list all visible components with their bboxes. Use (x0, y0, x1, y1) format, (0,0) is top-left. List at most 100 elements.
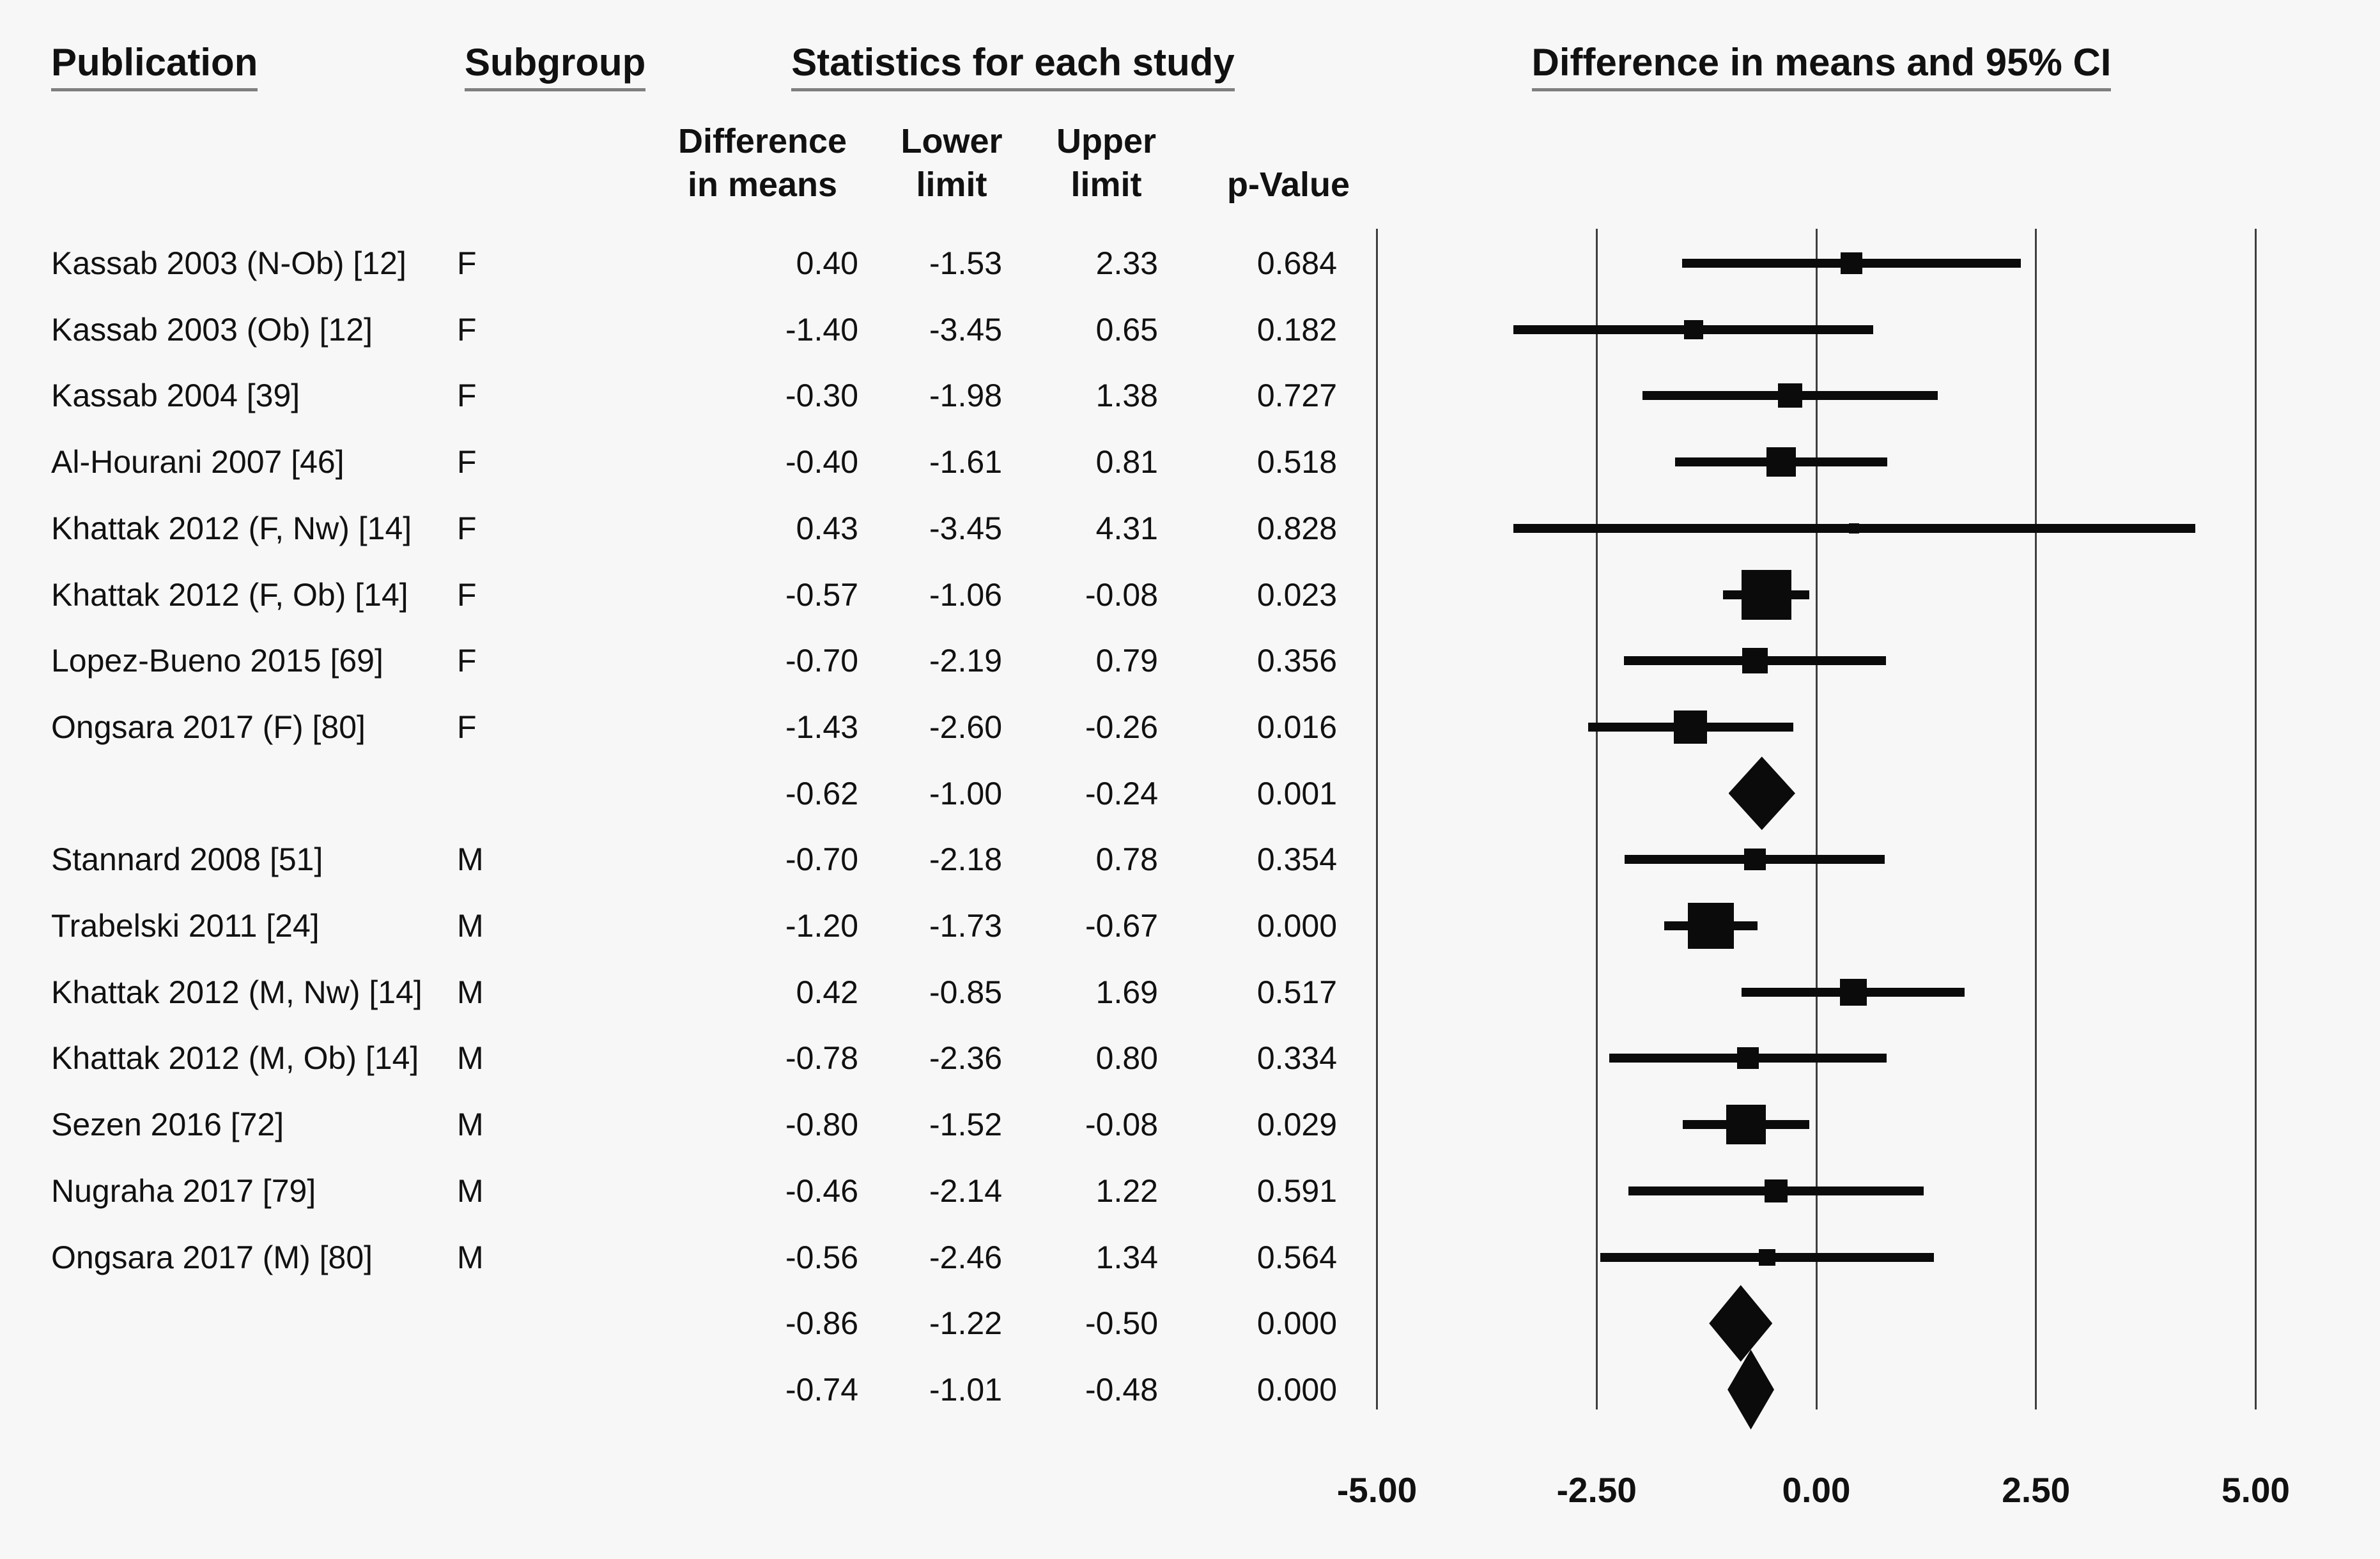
effect-square (1741, 569, 1791, 620)
effect-square (1764, 1179, 1788, 1202)
effect-square (1849, 523, 1860, 534)
effect-square (1841, 252, 1862, 274)
diff-value: 0.40 (796, 245, 858, 281)
p-value: 0.182 (1256, 311, 1337, 348)
upper-value: 4.31 (1095, 510, 1158, 546)
diff-value: -1.40 (785, 311, 858, 348)
upper-value: 0.78 (1095, 841, 1158, 878)
publication-label: Sezen 2016 [72] (51, 1107, 284, 1143)
p-value: 0.001 (1256, 775, 1337, 811)
publication-label: Trabelski 2011 [24] (51, 908, 320, 944)
p-value: 0.000 (1256, 1371, 1337, 1408)
publication-label: Kassab 2003 (N-Ob) [12] (51, 245, 406, 281)
lower-value: -1.61 (929, 444, 1002, 480)
diff-value: -0.86 (785, 1305, 858, 1342)
p-value: 0.356 (1256, 643, 1337, 679)
upper-value: 1.69 (1095, 974, 1158, 1010)
axis-tick-label: 2.50 (2002, 1470, 2071, 1510)
subgroup-label: F (457, 378, 477, 414)
lower-value: -1.22 (929, 1305, 1002, 1342)
plot-header-label: Difference in means and 95% CI (1531, 42, 2112, 91)
statistics-header: Statistics for each study (690, 42, 1336, 91)
upper-value: 1.22 (1095, 1172, 1158, 1209)
lower-value: -1.00 (929, 775, 1002, 811)
gridline (1815, 229, 1818, 1409)
overall-diamond (1727, 1349, 1774, 1430)
publication-label: Stannard 2008 [51] (51, 841, 323, 878)
diff-value: 0.42 (796, 974, 858, 1010)
diff-column-header-line2: in means (687, 165, 838, 204)
publication-label: Kassab 2003 (Ob) [12] (51, 311, 373, 348)
diff-value: -1.20 (785, 908, 858, 944)
publication-label: Kassab 2004 [39] (51, 378, 300, 414)
subgroup-label: F (457, 576, 477, 613)
upper-value: 2.33 (1095, 245, 1158, 281)
upper-value: -0.48 (1085, 1371, 1158, 1408)
subgroup-label: M (457, 1040, 484, 1077)
effect-square (1688, 903, 1734, 949)
effect-square (1742, 648, 1768, 674)
diff-value: -0.40 (785, 444, 858, 480)
p-value: 0.016 (1256, 709, 1337, 745)
upper-value: 0.80 (1095, 1040, 1158, 1077)
upper-value: 1.34 (1095, 1239, 1158, 1275)
lower-value: -3.45 (929, 311, 1002, 348)
publication-label: Ongsara 2017 (M) [80] (51, 1239, 373, 1275)
effect-square (1743, 849, 1766, 871)
upper-value: -0.26 (1085, 709, 1158, 745)
diff-value: -0.46 (785, 1172, 858, 1209)
subgroup-header-label: Subgroup (465, 42, 646, 91)
subgroup-label: F (457, 510, 477, 546)
publication-label: Ongsara 2017 (F) [80] (51, 709, 366, 745)
lower-value: -1.06 (929, 576, 1002, 613)
lower-value: -1.53 (929, 245, 1002, 281)
subgroup-label: F (457, 643, 477, 679)
subtotal-diamond (1709, 1285, 1773, 1362)
lower-value: -0.85 (929, 974, 1002, 1010)
axis-tick-label: -2.50 (1556, 1470, 1637, 1510)
p-value: 0.029 (1256, 1107, 1337, 1143)
subgroup-label: F (457, 444, 477, 480)
lower-value: -2.18 (929, 841, 1002, 878)
upper-column-header-line1: Upper (1056, 122, 1157, 160)
pvalue-column-header: p-Value (1226, 165, 1350, 204)
diff-value: -0.70 (785, 643, 858, 679)
lower-value: -1.52 (929, 1107, 1002, 1143)
upper-value: -0.08 (1085, 576, 1158, 613)
subgroup-label: M (457, 1172, 484, 1209)
lower-value: -2.14 (929, 1172, 1002, 1209)
effect-square (1766, 447, 1796, 477)
p-value: 0.564 (1256, 1239, 1337, 1275)
diff-value: -0.56 (785, 1239, 858, 1275)
publication-label: Khattak 2012 (M, Ob) [14] (51, 1040, 419, 1077)
lower-value: -2.46 (929, 1239, 1002, 1275)
subgroup-label: F (457, 311, 477, 348)
effect-square (1736, 1047, 1759, 1070)
effect-square (1726, 1105, 1766, 1145)
subtotal-diamond (1728, 756, 1795, 831)
lower-column-header-line2: limit (916, 165, 987, 204)
p-value: 0.517 (1256, 974, 1337, 1010)
subgroup-label: F (457, 245, 477, 281)
p-value: 0.518 (1256, 444, 1337, 480)
gridline (2255, 229, 2257, 1409)
upper-value: 0.65 (1095, 311, 1158, 348)
diff-value: -0.57 (785, 576, 858, 613)
upper-value: 1.38 (1095, 378, 1158, 414)
diff-value: -0.30 (785, 378, 858, 414)
publication-label: Khattak 2012 (M, Nw) [14] (51, 974, 422, 1010)
effect-square (1777, 383, 1802, 408)
diff-value: -0.78 (785, 1040, 858, 1077)
publication-label: Khattak 2012 (F, Ob) [14] (51, 576, 408, 613)
lower-value: -2.60 (929, 709, 1002, 745)
plot-header: Difference in means and 95% CI (1380, 42, 2262, 91)
gridline (1376, 229, 1378, 1409)
subgroup-label: M (457, 1239, 484, 1275)
p-value: 0.000 (1256, 1305, 1337, 1342)
upper-value: -0.08 (1085, 1107, 1158, 1143)
lower-value: -1.01 (929, 1371, 1002, 1408)
gridline (2035, 229, 2037, 1409)
diff-value: 0.43 (796, 510, 858, 546)
subgroup-label: M (457, 974, 484, 1010)
